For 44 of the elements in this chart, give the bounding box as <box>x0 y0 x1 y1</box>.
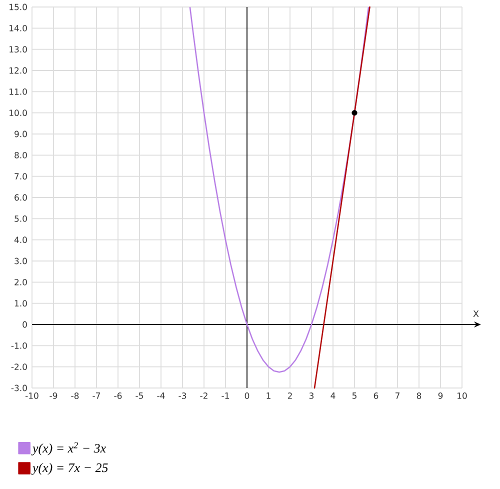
y-tick-label: -1.0 <box>11 342 27 349</box>
y-tick-label: 13.0 <box>10 46 27 53</box>
y-tick-label: 3.0 <box>14 258 27 264</box>
x-tick-label: -8 <box>71 392 79 399</box>
y-tick-label: 11.0 <box>10 88 27 95</box>
x-tick-label: -5 <box>136 392 143 399</box>
y-tick-label: 1.0 <box>14 300 27 307</box>
x-tick-label: 10 <box>458 392 467 399</box>
y-tick-label: -3.0 <box>11 384 27 392</box>
x-tick-label: -6 <box>114 392 122 399</box>
y-tick-label: 2.0 <box>14 278 27 286</box>
x-tick-label: 0 <box>244 392 250 399</box>
y-tick-label: 14.0 <box>10 24 27 32</box>
y-tick-label: 6.0 <box>14 194 27 201</box>
x-tick-label: 6 <box>374 392 378 399</box>
y-tick-label: 4.0 <box>14 236 27 244</box>
y-tick-label: 10.0 <box>10 110 27 116</box>
x-tick-label: 4 <box>330 392 336 399</box>
x-tick-label: 9 <box>438 392 443 399</box>
x-tick-label: -3 <box>178 392 186 399</box>
y-tick-label: 7.0 <box>14 173 27 180</box>
x-tick-label: -4 <box>157 392 165 399</box>
y-tick-label: 12.0 <box>10 67 27 74</box>
y-tick-label: 8.0 <box>14 152 27 158</box>
x-tick-label: -7 <box>92 392 100 399</box>
x-tick-label: 7 <box>395 392 400 399</box>
x-tick-label: -2 <box>200 392 208 399</box>
x-tick-label: -9 <box>50 392 58 399</box>
x-tick-label: -1 <box>222 392 229 399</box>
legend-label: y(x) = x$^{2}$ − 3x <box>31 442 106 456</box>
x-tick-label: -10 <box>25 392 38 399</box>
y-tick-label: 9.0 <box>14 130 27 138</box>
x-tick-label: 2 <box>288 392 292 399</box>
line-series <box>189 6 370 373</box>
x-tick-label: 5 <box>352 392 356 399</box>
x-tick-label: 3 <box>309 392 314 399</box>
legend-label: y(x) = 7x − 25 <box>31 463 108 475</box>
y-tick-label: 5.0 <box>14 215 27 222</box>
x-tick-label: 8 <box>416 392 422 399</box>
x-tick-label: 1 <box>266 392 270 399</box>
x-axis-title: X <box>473 310 479 317</box>
y-tick-label: -2.0 <box>11 364 27 370</box>
y-tick-label: 15.0 <box>10 4 27 10</box>
y-tick-label: 0 <box>22 321 27 328</box>
